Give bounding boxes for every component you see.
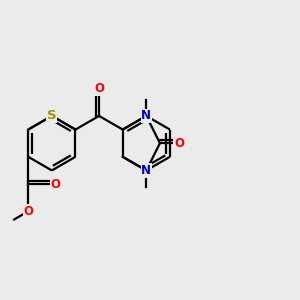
Text: O: O [23,205,33,218]
Text: S: S [47,110,57,122]
Text: N: N [141,110,151,122]
Text: O: O [94,82,104,95]
Text: O: O [50,178,61,190]
Text: O: O [174,137,184,150]
Text: N: N [141,164,151,177]
